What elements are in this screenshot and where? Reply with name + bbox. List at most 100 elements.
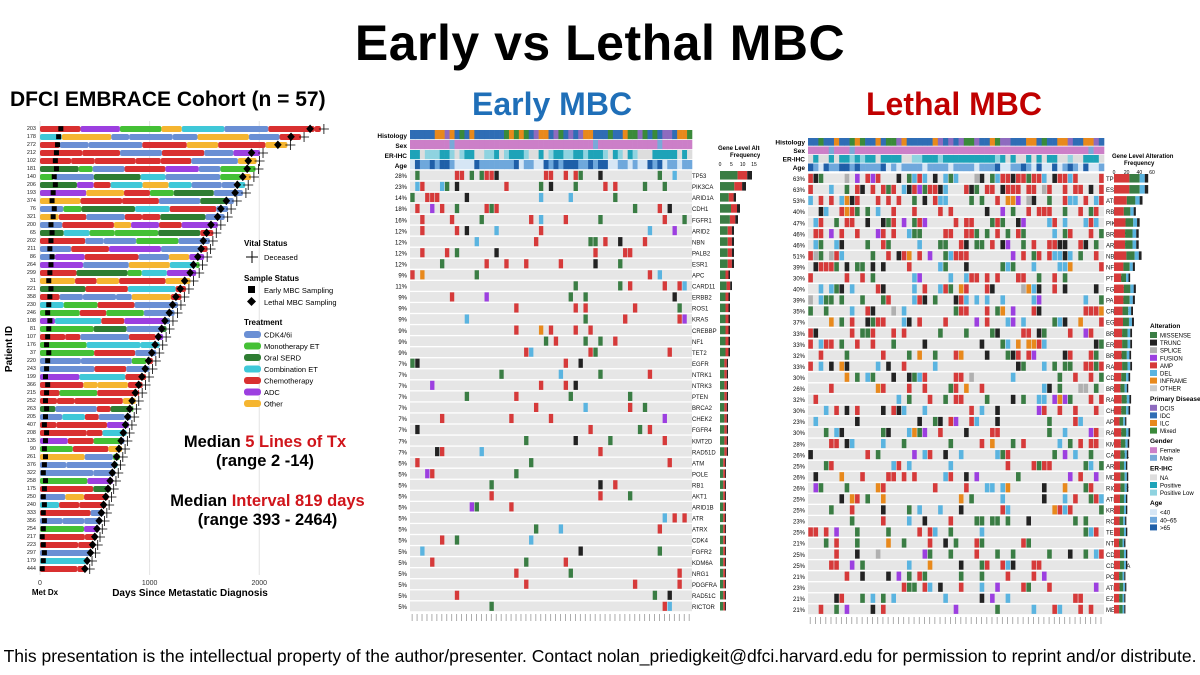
frequency-bar-segment: [725, 557, 726, 567]
alteration-cell: [953, 251, 959, 261]
frequency-bar-segment: [1125, 549, 1128, 559]
patient-id-label: 374: [27, 198, 36, 204]
gene-frequency-percent: 16%: [395, 218, 408, 224]
frequency-bar-segment: [1139, 174, 1145, 183]
gene-row-cells: [439, 259, 623, 269]
annotation-cell: [513, 150, 520, 160]
annotation-cell: [622, 150, 628, 160]
patient-bar: [40, 254, 205, 260]
annotation-cell: [823, 155, 830, 163]
alteration-cell: [818, 604, 824, 614]
treatment-legend-label: Other: [264, 400, 283, 409]
alteration-cell: [1083, 483, 1089, 493]
alteration-cell: [533, 237, 539, 247]
gene-frequency-percent: 18%: [395, 207, 408, 213]
gene-row-cells: [844, 372, 1104, 382]
alteration-cell: [1093, 218, 1099, 228]
alteration-cell: [875, 206, 881, 217]
frequency-bar-segment: [1122, 604, 1125, 614]
patient-id-label: 203: [27, 126, 36, 132]
sample-id-tick: [1064, 617, 1066, 624]
frequency-bar-segment: [1123, 295, 1130, 305]
alteration-cell: [1057, 405, 1063, 415]
annotation-cell: [1062, 163, 1068, 172]
treatment-segment: [93, 174, 141, 180]
alteration-cell: [860, 295, 865, 305]
gene-row-cells: [808, 173, 1104, 183]
alteration-cell: [1000, 483, 1006, 493]
annotation-cell: [617, 150, 624, 160]
alteration-cell: [1036, 206, 1042, 217]
annotation-cell: [588, 150, 594, 160]
alteration-cell: [870, 306, 876, 316]
gene-row-cells: [514, 325, 593, 335]
treatment-segment: [40, 534, 85, 540]
annotation-cell: [657, 130, 663, 140]
gene-row-cells: [533, 402, 648, 412]
annotation-cell: [439, 130, 445, 140]
patient-id-label: 81: [30, 326, 36, 332]
alteration-cell: [875, 229, 881, 239]
alteration-cell: [834, 262, 839, 272]
alteration-cell: [958, 494, 964, 504]
alteration-cell: [1031, 184, 1037, 194]
lethal-sampling-marker: [233, 180, 242, 190]
alteration-cell: [813, 218, 819, 228]
frequency-bar-segment: [731, 237, 734, 246]
frequency-bar: [720, 204, 740, 213]
annotation-cell: [948, 146, 954, 155]
alteration-cell: [583, 336, 588, 346]
alteration-cell: [938, 505, 943, 515]
treatment-segment: [40, 398, 57, 404]
early-sampling-marker: [42, 414, 48, 420]
alteration-cell: [906, 251, 912, 261]
alteration-cell: [1062, 262, 1068, 272]
treatment-segment: [198, 166, 221, 172]
frequency-bar-segment: [725, 590, 726, 600]
treatment-segment: [84, 414, 99, 420]
annotation-cell: [627, 130, 633, 140]
annotation-cell: [598, 130, 604, 140]
annotation-cell: [896, 146, 902, 155]
early-sampling-marker: [41, 486, 47, 492]
frequency-bar-segment: [1125, 229, 1133, 238]
alteration-cell: [524, 557, 529, 567]
alteration-cell: [489, 491, 494, 501]
treatment-legend-label: Monotherapy ET: [264, 342, 320, 351]
annotation-cell: [533, 130, 539, 140]
gene-frequency-percent: 46%: [793, 232, 806, 238]
alteration-cell: [588, 347, 593, 357]
alteration-cell: [1016, 218, 1021, 228]
frequency-bar-segment: [1124, 472, 1127, 481]
alteration-cell: [922, 450, 928, 460]
gene-row-cells: [834, 593, 1083, 603]
alteration-cell: [439, 259, 445, 269]
frequency-bar-segment: [720, 535, 724, 545]
frequency-bar: [720, 325, 730, 335]
alteration-cell: [613, 336, 618, 346]
frequency-bar: [720, 182, 746, 191]
annotation-cell: [917, 163, 923, 172]
patient-bar: [40, 550, 93, 556]
frequency-bar-segment: [720, 259, 728, 268]
alteration-cell: [1062, 229, 1068, 239]
deceased-marker: [120, 444, 131, 454]
alteration-cell: [979, 571, 985, 581]
sample-id-tick: [1027, 617, 1029, 624]
annotation-cell: [652, 140, 658, 150]
sample-id-tick: [629, 614, 631, 621]
annotation-cell: [593, 140, 599, 150]
frequency-bar-segment: [731, 204, 737, 213]
gene-row-background: [808, 505, 1104, 515]
alteration-cell: [613, 181, 618, 191]
annotation-cell: [622, 160, 628, 170]
alteration-cell: [1000, 306, 1006, 316]
alteration-cell: [938, 195, 943, 206]
deceased-marker: [222, 212, 233, 222]
frequency-bar-segment: [1125, 439, 1128, 448]
annotation-track: [808, 138, 1105, 146]
frequency-bar-segment: [720, 601, 724, 611]
annotation-cell: [449, 160, 455, 170]
alteration-cell: [938, 284, 943, 294]
annotation-cell: [833, 138, 840, 146]
